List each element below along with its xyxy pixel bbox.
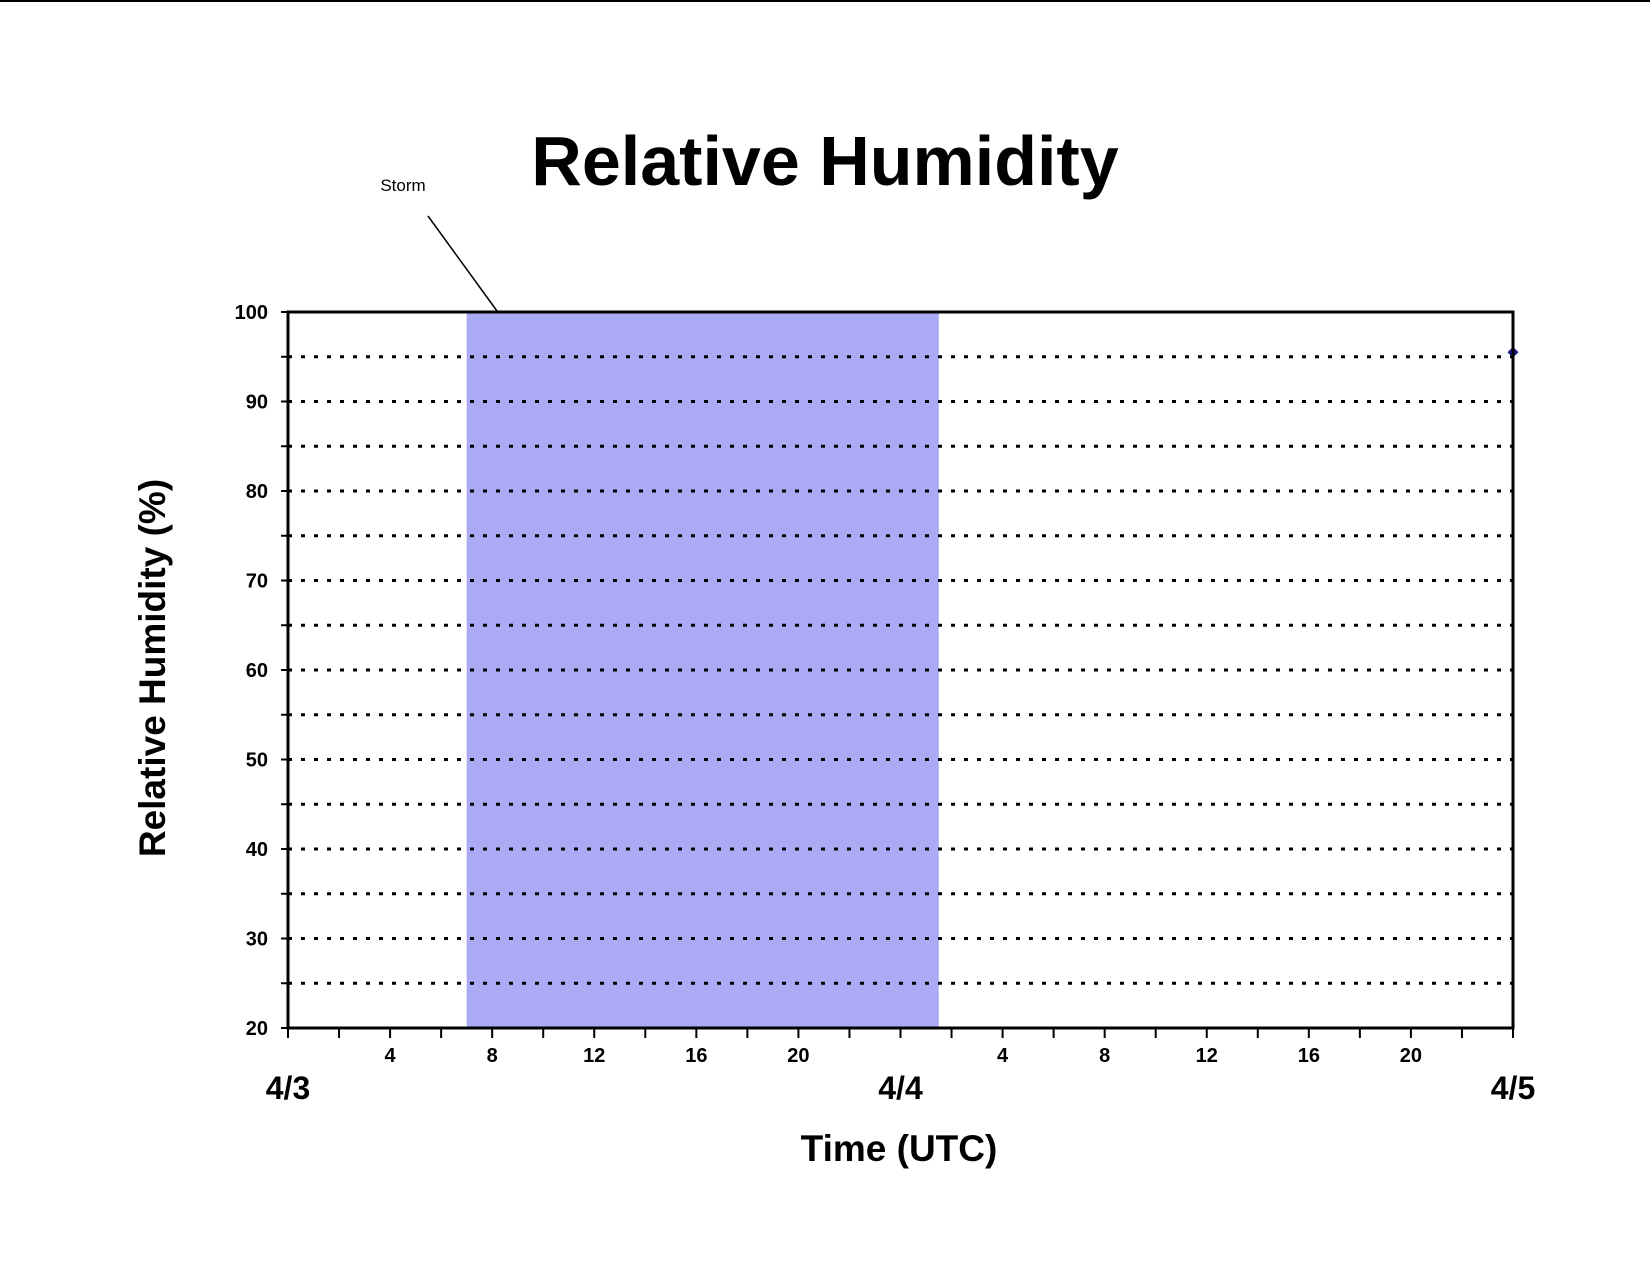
gridlines	[288, 355, 1513, 985]
x-axis: 4 8 12 16 20 4 8 12 16 20 4/3 4/4 4/5	[266, 1028, 1535, 1106]
x-tick-label: 16	[685, 1045, 707, 1067]
chart-title: Relative Humidity	[531, 122, 1118, 200]
storm-annotation-label: Storm	[380, 176, 425, 195]
y-tick-label: 50	[246, 750, 268, 772]
x-tick-label: 4	[385, 1045, 397, 1067]
y-tick-label: 70	[246, 571, 268, 593]
y-tick-label: 20	[246, 1018, 268, 1040]
y-tick-label: 90	[246, 392, 268, 414]
x-tick-label: 8	[487, 1045, 498, 1067]
x-tick-label: 8	[1099, 1045, 1110, 1067]
y-axis-title: Relative Humidity (%)	[132, 479, 173, 857]
y-tick-label: 30	[246, 929, 268, 951]
top-border-line	[0, 0, 1650, 2]
data-points	[288, 0, 1519, 933]
x-tick-label: 12	[583, 1045, 605, 1067]
x-tick-label: 20	[1400, 1045, 1422, 1067]
x-tick-label: 12	[1196, 1045, 1218, 1067]
y-tick-label: 60	[246, 660, 268, 682]
x-day-label: 4/4	[878, 1070, 923, 1106]
x-tick-label: 4	[997, 1045, 1009, 1067]
y-tick-label: 40	[246, 839, 268, 861]
x-tick-label: 16	[1298, 1045, 1320, 1067]
x-day-label: 4/3	[266, 1070, 310, 1106]
y-axis: 20 30 40 50 60 70 80 90 100	[235, 302, 288, 1040]
storm-annotation-leader	[427, 215, 498, 312]
y-tick-label: 80	[246, 481, 268, 503]
x-tick-label: 20	[787, 1045, 809, 1067]
y-tick-label: 100	[235, 302, 268, 324]
x-day-label: 4/5	[1491, 1070, 1535, 1106]
x-axis-title: Time (UTC)	[801, 1128, 998, 1169]
